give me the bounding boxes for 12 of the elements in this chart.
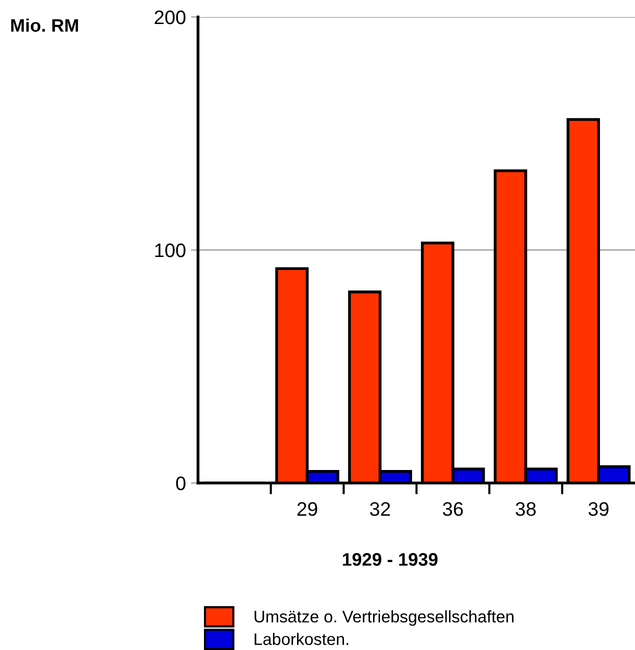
legend-label: Umsätze o. Vertriebsgesellschaften	[254, 610, 514, 626]
legend-label: Laborkosten.	[254, 632, 348, 646]
x-tick-label: 29	[297, 502, 318, 516]
y-tick-label: 0	[176, 476, 186, 490]
x-tick-label: 38	[516, 502, 536, 516]
x-tick-label: 36	[442, 502, 463, 516]
x-axis-title: 1929 - 1939	[342, 553, 438, 566]
y-tick-label: 100	[155, 243, 186, 258]
y-axis-title: Mio. RM	[11, 18, 78, 32]
x-tick-label: 39	[588, 502, 608, 516]
x-tick-label: 32	[370, 502, 390, 516]
y-tick-label: 200	[154, 10, 186, 24]
